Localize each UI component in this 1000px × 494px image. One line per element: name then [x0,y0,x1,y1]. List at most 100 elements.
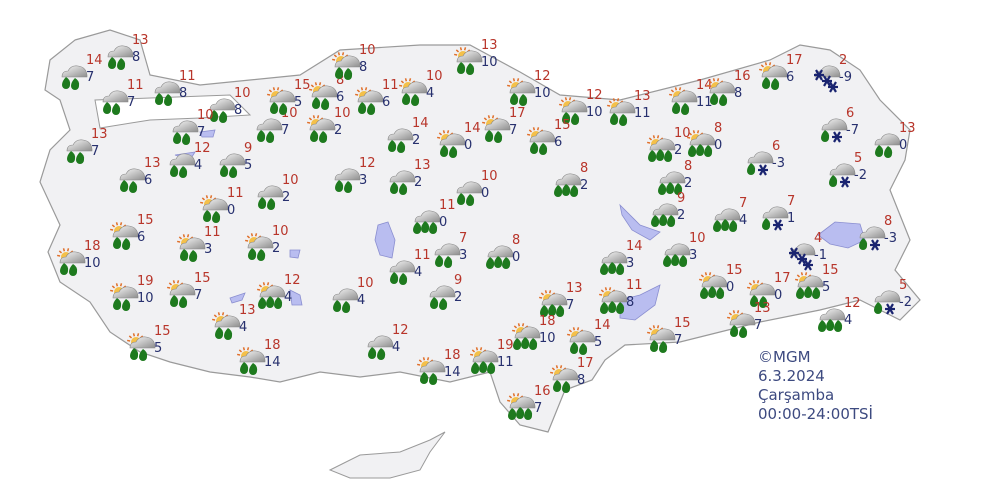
min-temp: 0 [481,186,490,201]
station: 19 10 [109,275,155,317]
max-temp: 10 [359,43,376,58]
min-temp: 7 [86,70,95,85]
min-temp: 6 [137,230,146,245]
station: 10 4 [398,70,444,112]
min-temp: 5 [244,158,253,173]
min-temp: 4 [426,86,435,101]
max-temp: 10 [272,224,289,239]
max-temp: 13 [239,303,256,318]
partly-rain-icon [110,222,139,250]
min-temp: 2 [674,143,683,158]
max-temp: 11 [439,198,456,213]
max-temp: 8 [884,214,893,229]
station: 14 7 [58,54,104,96]
rain-icon [66,139,93,164]
partly-heavy-rain-icon [599,287,628,314]
max-temp: 10 [334,106,351,121]
min-temp: 1 [787,211,796,226]
sleet-icon [874,290,901,315]
max-temp: 13 [481,38,498,53]
max-temp: 12 [534,69,551,84]
min-temp: 2 [282,190,291,205]
max-temp: 10 [689,231,706,246]
rain-icon [387,128,414,153]
min-temp: -3 [884,231,897,246]
partly-heavy-rain-icon [257,282,286,309]
min-temp: -2 [899,295,912,310]
min-temp: 0 [899,138,908,153]
max-temp: 9 [244,141,253,156]
forecast-date: 6.3.2024 [758,367,825,385]
max-temp: 14 [86,53,103,68]
partly-rain-icon [647,325,676,353]
station: 10 2 [244,225,290,267]
min-temp: 10 [481,55,498,70]
heavy-rain-icon [486,245,514,269]
rain-icon [429,285,456,310]
max-temp: 12 [284,273,301,288]
rain-icon [389,260,416,285]
max-temp: 16 [534,384,551,399]
station: 13 10 [453,39,499,81]
station: 13 7 [538,282,584,324]
partly-rain-icon [110,283,139,311]
station: 14 11 [668,79,714,121]
max-temp: 13 [566,281,583,296]
partly-heavy-rain-icon [507,393,536,420]
station: 6 -7 [818,107,864,149]
station: 14 5 [566,319,612,361]
station: 13 4 [211,304,257,346]
max-temp: 14 [594,318,611,333]
station: 14 2 [384,117,430,159]
max-temp: 10 [234,86,251,101]
snow-icon [814,65,841,93]
partly-rain-icon [57,248,86,276]
min-temp: 4 [194,158,203,173]
heavy-rain-icon [413,210,441,234]
min-temp: 4 [239,320,248,335]
max-temp: 17 [509,106,526,121]
station: 10 4 [329,277,375,319]
station: 17 8 [549,357,595,399]
max-temp: 12 [392,323,409,338]
rain-icon [169,153,196,178]
heavy-rain-icon [554,173,582,197]
heavy-rain-icon [600,251,628,275]
min-temp: 10 [84,256,101,271]
max-temp: 12 [194,141,211,156]
max-temp: 13 [899,121,916,136]
rain-icon [257,185,284,210]
max-temp: 8 [336,73,345,88]
station: 15 5 [266,79,312,121]
max-temp: 8 [512,233,521,248]
station: 12 3 [331,157,377,199]
max-temp: 8 [684,159,693,174]
partly-rain-icon [727,310,756,338]
min-temp: 8 [234,103,243,118]
sleet-icon [859,226,886,251]
max-temp: 12 [586,88,603,103]
min-temp: 7 [197,125,206,140]
min-temp: 10 [586,105,603,120]
rain-icon [367,335,394,360]
station: 10 2 [646,127,692,169]
rain-icon [119,168,146,193]
min-temp: 6 [382,95,391,110]
max-temp: 7 [739,196,748,211]
rain-icon [107,45,134,70]
copyright-text: ©MGM [758,348,811,366]
max-temp: 15 [674,316,691,331]
rain-icon [61,65,88,90]
rain-icon [172,120,199,145]
heavy-rain-icon [663,243,691,267]
min-temp: 8 [577,373,586,388]
max-temp: 11 [204,225,221,240]
partly-rain-icon [399,78,428,106]
land-outline [39,29,921,433]
station: 13 7 [726,302,772,344]
partly-heavy-rain-icon [795,272,824,299]
min-temp: 4 [392,340,401,355]
